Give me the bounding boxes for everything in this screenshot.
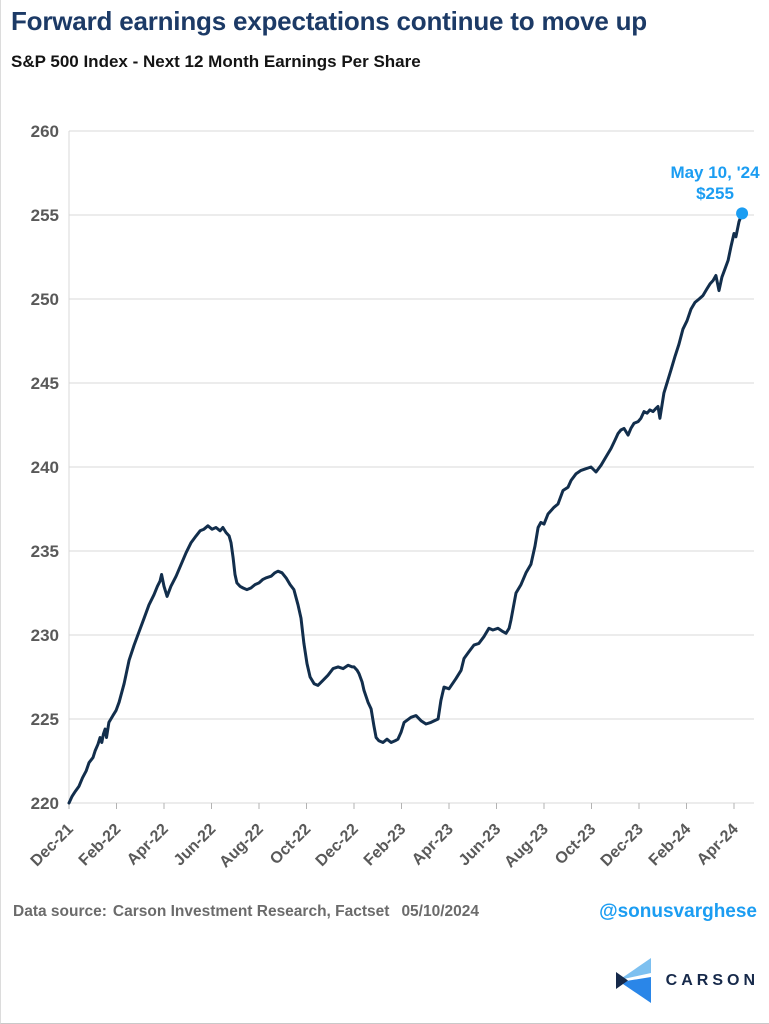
x-axis-tick-label: Apr-23 [409, 821, 457, 869]
y-axis-tick-label: 235 [31, 542, 59, 561]
data-source-text: Carson Investment Research, Factset [112, 903, 390, 920]
x-axis-tick-label: Feb-23 [361, 821, 410, 870]
x-axis-tick-label: Apr-24 [694, 821, 742, 869]
x-axis-tick-label: Feb-22 [76, 821, 125, 870]
page-title: Forward earnings expectations continue t… [11, 6, 647, 36]
data-source-date: 05/10/2024 [401, 903, 480, 920]
x-axis-tick-label: Aug-23 [501, 821, 551, 871]
data-source-label: Data source: [13, 903, 107, 920]
x-axis-tick-label: Dec-21 [28, 821, 77, 870]
y-axis-tick-label: 220 [31, 794, 59, 813]
x-axis-tick-label: Feb-24 [646, 821, 695, 870]
y-axis-tick-label: 225 [31, 710, 59, 729]
data-source-line: Data source: Carson Investment Research,… [13, 903, 758, 921]
x-axis-tick-label: Aug-22 [216, 821, 266, 871]
endpoint-annotation: May 10, '24 $255 [639, 162, 769, 204]
carson-logo-icon [615, 958, 651, 1003]
x-axis-tick-label: Oct-22 [267, 821, 314, 868]
x-axis-tick-label: Dec-23 [598, 821, 647, 870]
x-axis-tick-label: Jun-22 [171, 821, 220, 870]
endpoint-annotation-value: $255 [696, 184, 734, 203]
y-axis-tick-label: 245 [31, 374, 59, 393]
y-axis-tick-label: 250 [31, 290, 59, 309]
x-axis-tick-label: Oct-23 [552, 821, 599, 868]
x-axis-tick-label: Jun-23 [456, 821, 505, 870]
carson-logo-text: CARSON [665, 972, 759, 989]
y-axis-tick-label: 255 [31, 206, 59, 225]
x-axis-tick-label: Dec-22 [313, 821, 362, 870]
y-axis-tick-label: 230 [31, 626, 59, 645]
chart-subtitle: S&P 500 Index - Next 12 Month Earnings P… [11, 52, 421, 71]
endpoint-marker [736, 207, 749, 220]
x-axis-tick-label: Apr-22 [124, 821, 172, 869]
endpoint-annotation-date: May 10, '24 [670, 163, 760, 182]
y-axis-tick-label: 240 [31, 458, 59, 477]
y-axis-tick-label: 260 [31, 122, 59, 141]
carson-logo: CARSON [615, 958, 759, 1004]
twitter-handle: @sonusvarghese [599, 901, 757, 922]
eps-series-line [67, 211, 744, 805]
